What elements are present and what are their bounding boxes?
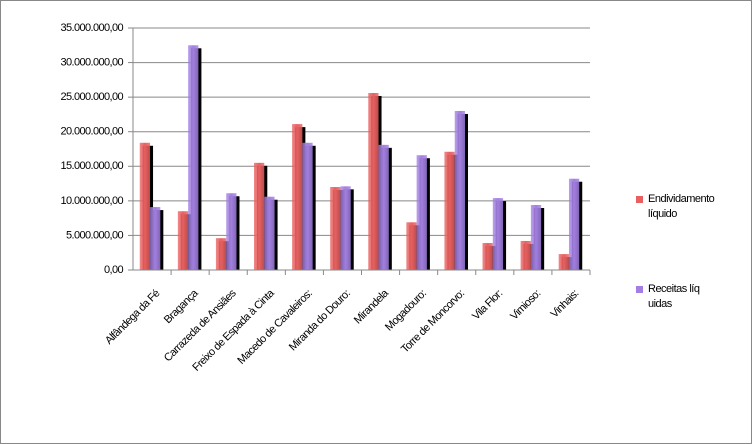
bar xyxy=(444,151,455,270)
bar xyxy=(264,196,275,270)
bar xyxy=(492,198,504,270)
bar xyxy=(188,45,199,271)
legend-swatch xyxy=(636,286,643,293)
y-tick-label: 5.000.000,00 xyxy=(66,229,124,241)
bar xyxy=(406,222,417,270)
legend-label: Receitas líquidas xyxy=(648,283,700,310)
bar xyxy=(340,186,351,270)
bar xyxy=(416,155,427,270)
legend-entry: Receitas líquidas xyxy=(648,283,700,310)
y-tick-label: 30.000.000,00 xyxy=(60,56,123,68)
bar xyxy=(368,92,379,270)
legend-entry: Endividamento líquido xyxy=(648,193,715,220)
y-tick-label: 10.000.000,00 xyxy=(60,195,123,207)
bar xyxy=(254,162,265,270)
y-tick-label: 35.000.000,00 xyxy=(60,22,123,34)
bar xyxy=(454,110,465,270)
bar xyxy=(226,193,237,270)
bar xyxy=(150,207,161,270)
legend-label: Endividamento líquido xyxy=(648,193,715,220)
bar xyxy=(558,254,569,270)
y-tick-label: 15.000.000,00 xyxy=(60,160,123,172)
bar xyxy=(302,142,313,270)
bar xyxy=(482,243,493,270)
bar xyxy=(568,178,580,270)
bar xyxy=(378,144,389,270)
bar xyxy=(177,211,189,270)
legend-swatch xyxy=(636,196,643,203)
bar xyxy=(330,187,341,270)
bar xyxy=(530,205,542,270)
y-tick-label: 20.000.000,00 xyxy=(60,126,123,138)
bar xyxy=(139,142,151,270)
bar xyxy=(215,238,227,270)
y-tick-label: 25.000.000,00 xyxy=(60,91,123,103)
bar xyxy=(520,240,531,270)
y-tick-label: 0,00 xyxy=(104,264,123,276)
bar xyxy=(292,124,303,270)
